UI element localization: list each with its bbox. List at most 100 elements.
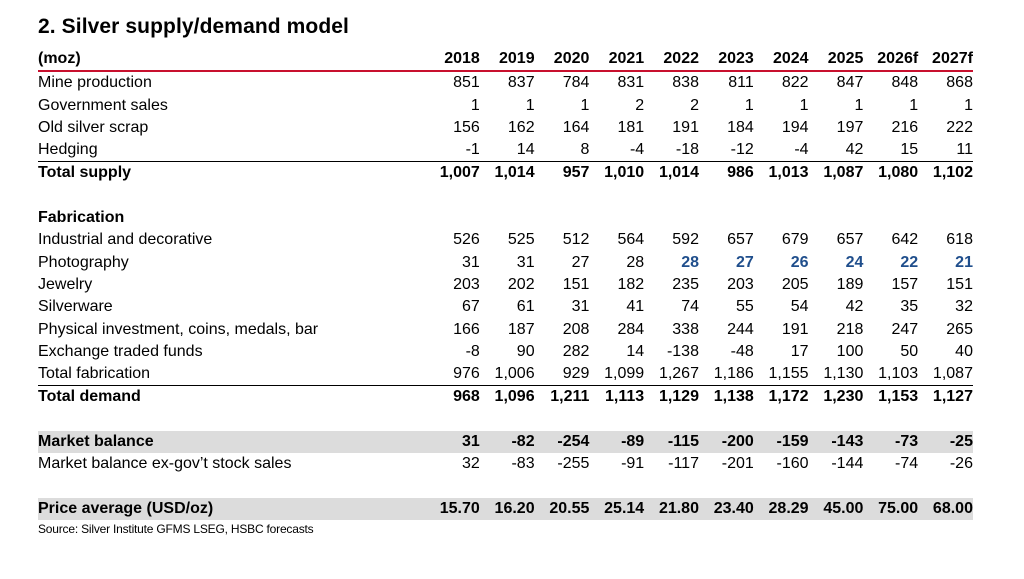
value-cell: 244 xyxy=(727,320,754,338)
value-cell: 197 xyxy=(836,118,864,136)
value-cell: 100 xyxy=(836,342,864,360)
year-header: 2018 xyxy=(425,48,480,73)
value-cell: 1,013 xyxy=(768,164,809,182)
year-header: 2019 xyxy=(479,48,535,73)
value-cell: 929 xyxy=(534,363,590,387)
value-cell: 45.00 xyxy=(808,497,864,521)
value-cell: 284 xyxy=(617,320,645,338)
value-cell: 15 xyxy=(863,139,919,163)
value-cell: 1,113 xyxy=(605,388,645,406)
row-old-silver-scrap: Old silver scrap 156 162 164 181 191 184 194 197… xyxy=(38,117,973,139)
value-cell: 32 xyxy=(462,455,480,473)
spacer-row xyxy=(38,185,973,207)
spacer-row xyxy=(38,409,973,431)
value-cell: 157 xyxy=(891,275,919,293)
value-cell: 868 xyxy=(946,74,973,92)
value-cell: 657 xyxy=(836,231,864,249)
value-cell: 1 xyxy=(744,96,754,114)
value-cell: 2 xyxy=(635,96,645,114)
value-cell: -144 xyxy=(831,455,864,473)
value-cell: 28 xyxy=(681,253,699,271)
value-cell: 847 xyxy=(836,74,864,92)
value-cell: 1,127 xyxy=(932,388,973,406)
value-cell: 61 xyxy=(516,298,535,316)
value-cell: -26 xyxy=(949,455,973,473)
value-cell: 32 xyxy=(955,298,973,316)
value-cell: 191 xyxy=(672,118,699,136)
value-cell: 564 xyxy=(617,231,645,249)
value-cell: 31 xyxy=(571,298,590,316)
row-physical-investment: Physical investment, coins, medals, bar 1… xyxy=(38,319,973,341)
row-label: Market balance ex-gov’t stock sales xyxy=(38,455,292,473)
value-cell: 618 xyxy=(946,231,973,249)
value-cell: -200 xyxy=(698,431,754,454)
value-cell: 20.55 xyxy=(534,497,590,521)
row-label: Price average (USD/oz) xyxy=(38,497,425,521)
value-cell: 525 xyxy=(507,231,535,249)
value-cell: 1 xyxy=(799,96,809,114)
value-cell: 1,130 xyxy=(808,363,864,387)
value-cell: 21.80 xyxy=(644,497,699,521)
value-cell: 1,186 xyxy=(698,363,754,387)
year-header: 2021 xyxy=(589,48,645,73)
value-cell: 203 xyxy=(453,275,480,293)
value-cell: 265 xyxy=(946,320,973,338)
value-cell: -82 xyxy=(479,431,535,454)
value-cell: 1,153 xyxy=(878,388,919,406)
value-cell: 203 xyxy=(727,275,754,293)
value-cell: 1,087 xyxy=(918,363,973,387)
value-cell: -8 xyxy=(465,342,480,360)
row-label: Old silver scrap xyxy=(38,118,149,136)
value-cell: 592 xyxy=(672,231,699,249)
value-cell: 218 xyxy=(836,320,864,338)
year-header: 2023 xyxy=(698,48,754,73)
row-fabrication-heading: Fabrication xyxy=(38,207,973,229)
value-cell: 189 xyxy=(836,275,864,293)
value-cell: 17 xyxy=(790,342,809,360)
value-cell: 957 xyxy=(562,164,590,182)
value-cell: 25.14 xyxy=(589,497,645,521)
row-label: Jewelry xyxy=(38,275,93,293)
value-cell: 1,102 xyxy=(932,164,973,182)
value-cell: 986 xyxy=(727,164,754,182)
value-cell: -83 xyxy=(511,455,535,473)
value-cell: 67 xyxy=(462,298,480,316)
value-cell: 1,096 xyxy=(494,388,535,406)
value-cell: 15.70 xyxy=(425,497,480,521)
year-header: 2025 xyxy=(808,48,864,73)
value-cell: 1,172 xyxy=(768,388,809,406)
value-cell: -160 xyxy=(776,455,809,473)
value-cell: 848 xyxy=(891,74,919,92)
value-cell: 1,211 xyxy=(550,388,590,406)
value-cell: 16.20 xyxy=(479,497,535,521)
unit-label: (moz) xyxy=(38,48,425,73)
header-row: (moz) 2018 2019 2020 2021 2022 2023 2024… xyxy=(38,48,973,73)
row-label: Exchange traded funds xyxy=(38,342,203,360)
value-cell: 811 xyxy=(728,74,754,92)
year-header: 2020 xyxy=(534,48,590,73)
value-cell: 679 xyxy=(781,231,809,249)
row-label: Government sales xyxy=(38,96,168,114)
value-cell: 8 xyxy=(534,139,590,163)
value-cell: 68.00 xyxy=(918,497,973,521)
value-cell: 1 xyxy=(470,96,480,114)
row-government-sales: Government sales 1 1 1 2 2 1 1 1 1 1 xyxy=(38,95,973,117)
source-note: Source: Silver Institute GFMS LSEG, HSBC… xyxy=(38,522,314,536)
value-cell: 28.29 xyxy=(753,497,809,521)
row-silverware: Silverware 67 61 31 41 74 55 54 42 35 32 xyxy=(38,296,973,318)
value-cell: 35 xyxy=(900,298,919,316)
value-cell: -115 xyxy=(644,431,699,454)
row-etf: Exchange traded funds -8 90 282 14 -138 -48 17 1… xyxy=(38,341,973,363)
value-cell: 162 xyxy=(507,118,535,136)
row-total-fabrication: Total fabrication 976 1,006 929 1,099 1,267 1,… xyxy=(38,363,973,387)
value-cell: -25 xyxy=(918,431,973,454)
value-cell: -4 xyxy=(753,139,809,163)
value-cell: 1 xyxy=(909,96,919,114)
value-cell: 1,230 xyxy=(823,388,864,406)
row-mine-production: Mine production 851 837 784 831 838 811 822 847 8… xyxy=(38,71,973,94)
value-cell: 526 xyxy=(453,231,480,249)
value-cell: 1,103 xyxy=(863,363,919,387)
value-cell: 1,138 xyxy=(713,388,754,406)
value-cell: 14 xyxy=(626,342,645,360)
value-cell: 23.40 xyxy=(698,497,754,521)
